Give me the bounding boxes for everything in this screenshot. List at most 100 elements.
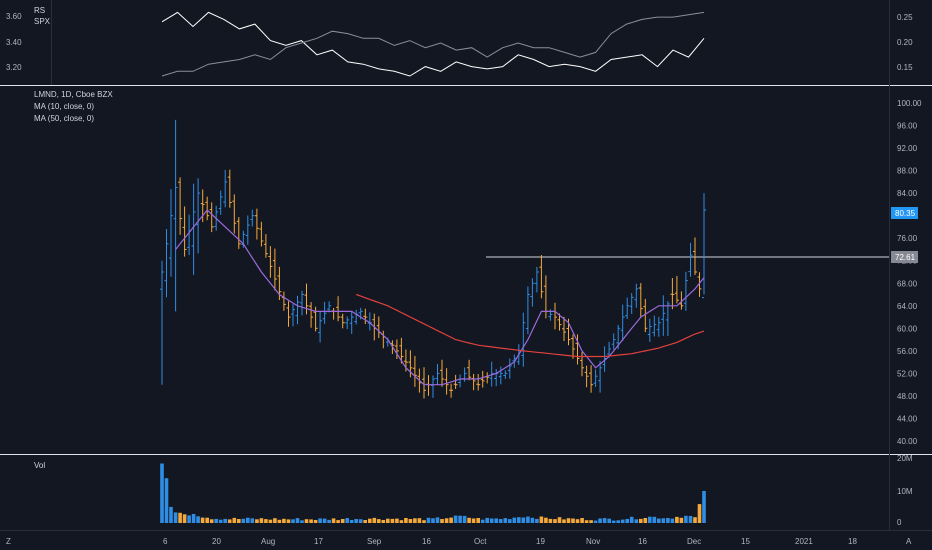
volume-bar (390, 518, 395, 523)
rs-right-axis: 0.25 0.20 0.15 (897, 13, 913, 72)
volume-tick: 10M (897, 487, 913, 496)
volume-bar (178, 512, 182, 523)
time-tick: 19 (536, 537, 545, 546)
volume-bar (444, 518, 449, 523)
volume-bar (498, 519, 503, 523)
volume-bar (480, 519, 485, 523)
rs-right-tick: 0.15 (897, 63, 913, 72)
price-tick: 56.00 (897, 347, 918, 356)
ohlc-bar (336, 296, 341, 322)
volume-bar (575, 519, 580, 523)
ohlc-bar (444, 368, 449, 395)
volume-bar (295, 518, 300, 523)
ohlc-bar (476, 374, 481, 391)
ma10-legend[interactable]: MA (10, close, 0) (34, 102, 95, 111)
volume-pane (160, 463, 706, 523)
rs-right-tick: 0.25 (897, 13, 913, 22)
time-tick: 2021 (795, 537, 813, 546)
ohlc-bar (557, 313, 562, 331)
ohlc-bar (268, 246, 273, 278)
time-tick: 20 (212, 537, 221, 546)
ohlc-bar (539, 255, 544, 299)
ohlc-bar (300, 290, 304, 316)
last-price-tag: 80.35 (891, 207, 918, 219)
price-tick: 64.00 (897, 302, 918, 311)
volume-bar (593, 520, 598, 523)
ohlc-bar (200, 189, 205, 223)
volume-bar (693, 517, 697, 523)
ohlc-bar (525, 286, 530, 335)
ma10-line (175, 209, 705, 386)
volume-bar (282, 518, 286, 523)
ohlc-bar (607, 341, 612, 358)
ohlc-bar (670, 278, 675, 310)
ohlc-bar (683, 271, 688, 311)
volume-bar (598, 518, 602, 523)
symbol-legend[interactable]: LMND, 1D, Cboe BZX (34, 90, 113, 99)
volume-bar (205, 517, 209, 523)
volume-bar (209, 519, 214, 523)
ohlc-bar (236, 217, 241, 249)
price-tick: 88.00 (897, 167, 918, 176)
ohlc-bar (259, 221, 264, 247)
ohlc-bar (480, 370, 485, 388)
volume-bar (309, 519, 313, 523)
ohlc-bar (503, 370, 508, 379)
ohlc-bar (647, 318, 652, 342)
volume-bar (589, 520, 593, 523)
ohlc-bar (173, 119, 178, 312)
ohlc-bar (196, 178, 201, 254)
ohlc-bar (652, 315, 657, 337)
volume-bar (386, 518, 390, 523)
price-tick: 68.00 (897, 279, 918, 288)
volume-bar (697, 504, 702, 523)
ohlc-bar (178, 177, 183, 235)
volume-bar (322, 518, 327, 523)
volume-bar (462, 515, 467, 523)
level-price-value: 72.61 (895, 253, 916, 262)
z-corner-label[interactable]: Z (6, 537, 11, 546)
ohlc-bar (625, 297, 630, 319)
a-corner-label[interactable]: A (906, 537, 912, 546)
volume-bar (182, 514, 187, 523)
volume-bar (494, 518, 498, 523)
volume-bar (277, 519, 282, 523)
ohlc-bar (345, 316, 350, 330)
ohlc-bar (218, 190, 223, 215)
ohlc-bar (435, 364, 440, 385)
ohlc-bar (245, 215, 250, 245)
ohlc-bar (327, 301, 332, 313)
volume-bar (453, 515, 458, 523)
volume-bar (327, 519, 331, 523)
time-tick: Dec (687, 537, 701, 546)
volume-bar (318, 518, 322, 523)
volume-legend[interactable]: Vol (34, 461, 46, 470)
volume-bar (652, 516, 657, 523)
level-price-tag: 72.61 (891, 251, 918, 263)
volume-bar (648, 516, 652, 523)
volume-bar (562, 519, 566, 523)
ohlc-bar (693, 237, 697, 275)
volume-bar (377, 519, 381, 523)
volume-bar (449, 517, 453, 523)
volume-bar (241, 518, 246, 523)
volume-bar (639, 518, 643, 523)
volume-bar (304, 519, 309, 523)
volume-bar (413, 518, 417, 523)
ohlc-bar (318, 311, 323, 343)
volume-bar (526, 516, 530, 523)
time-tick: 16 (638, 537, 647, 546)
volume-bar (688, 516, 693, 523)
ohlc-bar (530, 278, 535, 307)
volume-bar (702, 491, 706, 523)
volume-bar (566, 518, 571, 523)
ohlc-bar (304, 283, 309, 315)
volume-bar (313, 520, 318, 523)
ohlc-bar (593, 369, 598, 387)
ma50-legend[interactable]: MA (50, close, 0) (34, 114, 95, 123)
rs-right-tick: 0.20 (897, 38, 913, 47)
ohlc-bar (182, 206, 187, 257)
volume-bar (489, 518, 494, 523)
volume-bar (661, 518, 666, 523)
